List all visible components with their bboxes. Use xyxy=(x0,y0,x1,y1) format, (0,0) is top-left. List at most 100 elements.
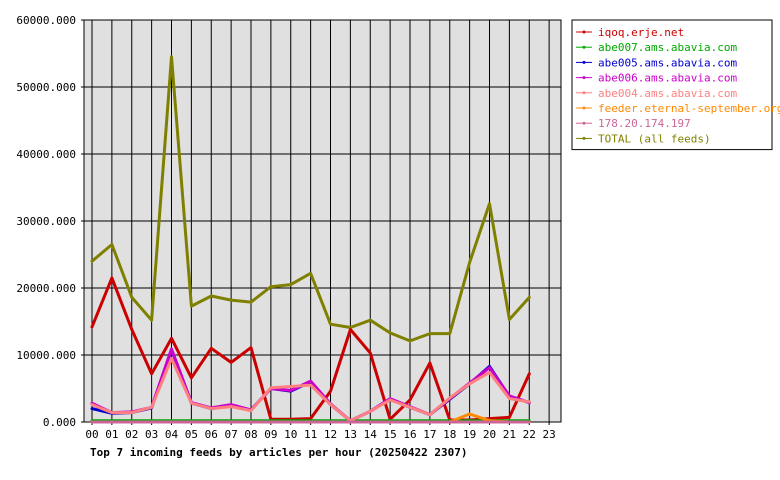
data-point xyxy=(488,371,491,374)
data-point xyxy=(249,409,253,412)
data-point xyxy=(408,406,412,409)
x-tick-label: 04 xyxy=(165,428,179,441)
data-point xyxy=(249,346,253,349)
data-point xyxy=(110,276,114,280)
y-tick-label: 40000.000 xyxy=(16,148,76,161)
legend-marker xyxy=(582,121,586,125)
legend-marker xyxy=(582,76,586,80)
data-point xyxy=(369,318,372,322)
legend-box xyxy=(571,19,773,151)
data-point xyxy=(289,420,292,424)
y-axis: 0.000 10000.000 20000.000 30000.000 40000.00… xyxy=(16,14,84,429)
data-point xyxy=(210,294,213,298)
data-point xyxy=(210,347,213,350)
legend-label: abe004.ams.abavia.com xyxy=(598,87,737,100)
legend-label: abe005.ams.abavia.com xyxy=(598,56,737,69)
data-point xyxy=(90,407,94,410)
y-tick-label: 0.000 xyxy=(43,416,76,429)
legend-label: TOTAL (all feeds) xyxy=(598,132,711,145)
x-tick-label: 07 xyxy=(225,428,238,441)
y-tick-label: 50000.000 xyxy=(16,81,76,94)
data-point xyxy=(170,347,173,351)
data-point xyxy=(428,361,432,365)
data-point xyxy=(289,385,292,388)
data-point xyxy=(448,420,451,424)
data-point xyxy=(428,420,432,424)
data-point xyxy=(130,411,133,414)
data-point xyxy=(170,55,173,59)
data-point xyxy=(210,420,213,424)
x-tick-label: 06 xyxy=(205,428,218,441)
x-tick-label: 11 xyxy=(304,428,317,441)
series-lines xyxy=(90,55,531,424)
data-point xyxy=(468,382,471,386)
legend-label: 178.20.174.197 xyxy=(598,117,691,130)
data-point xyxy=(229,298,233,302)
legend-marker xyxy=(582,106,586,110)
data-point xyxy=(528,296,531,299)
data-point xyxy=(468,420,471,424)
data-point xyxy=(468,261,471,264)
legend-marker xyxy=(582,30,586,34)
chart-title: Top 7 incoming feeds by articles per hou… xyxy=(90,446,468,459)
data-point xyxy=(130,296,133,299)
legend-marker xyxy=(582,45,586,49)
legend-marker xyxy=(582,136,586,140)
x-tick-label: 08 xyxy=(244,428,257,441)
x-tick-label: 14 xyxy=(364,428,378,441)
data-point xyxy=(269,386,273,390)
data-point xyxy=(448,396,451,400)
data-point xyxy=(528,372,531,375)
x-tick-label: 12 xyxy=(324,428,337,441)
data-point xyxy=(408,420,412,424)
legend-label: feeder.eternal-september.org xyxy=(598,102,780,115)
data-point xyxy=(130,420,133,424)
data-point xyxy=(448,332,451,335)
data-point xyxy=(329,403,332,406)
x-tick-label: 05 xyxy=(185,428,198,441)
data-point xyxy=(229,405,233,408)
data-point xyxy=(90,325,94,329)
data-point xyxy=(408,398,412,402)
x-tick-label: 21 xyxy=(503,428,516,441)
data-point xyxy=(170,337,173,340)
data-point xyxy=(90,420,94,424)
data-point xyxy=(229,420,233,424)
x-axis: 00 01 02 03 04 05 06 07 08 09 10 11 12 13 14 15 16 17 18 19… xyxy=(85,422,556,441)
x-tick-label: 23 xyxy=(543,428,556,441)
legend-label: abe006.ams.abavia.com xyxy=(598,72,737,85)
data-point xyxy=(190,420,193,424)
data-point xyxy=(190,304,193,308)
legend-label: iqoq.erje.net xyxy=(598,26,684,39)
legend-marker xyxy=(582,60,586,64)
data-point xyxy=(249,420,253,424)
x-tick-label: 15 xyxy=(384,428,397,441)
data-point xyxy=(150,318,153,322)
x-tick-label: 17 xyxy=(423,428,436,441)
x-tick-label: 22 xyxy=(523,428,536,441)
data-point xyxy=(309,272,312,275)
data-point xyxy=(269,420,273,424)
data-point xyxy=(229,361,233,364)
x-tick-label: 09 xyxy=(264,428,277,441)
x-tick-label: 10 xyxy=(284,428,297,441)
legend: iqoq.erje.net abe007.ams.abavia.com abe005… xyxy=(571,19,780,151)
data-point xyxy=(528,400,531,404)
data-point xyxy=(329,389,332,393)
data-point xyxy=(289,283,292,286)
data-point xyxy=(468,412,471,416)
x-tick-label: 01 xyxy=(105,428,118,441)
data-point xyxy=(369,351,372,355)
data-point xyxy=(170,357,173,360)
x-tick-label: 02 xyxy=(125,428,138,441)
data-point xyxy=(388,331,392,335)
data-point xyxy=(90,403,94,406)
data-point xyxy=(150,372,153,375)
x-tick-label: 03 xyxy=(145,428,158,441)
y-tick-label: 10000.000 xyxy=(16,349,76,362)
data-point xyxy=(110,420,114,424)
data-point xyxy=(90,260,94,263)
data-point xyxy=(349,328,352,331)
data-point xyxy=(130,328,133,331)
data-point xyxy=(349,420,352,424)
